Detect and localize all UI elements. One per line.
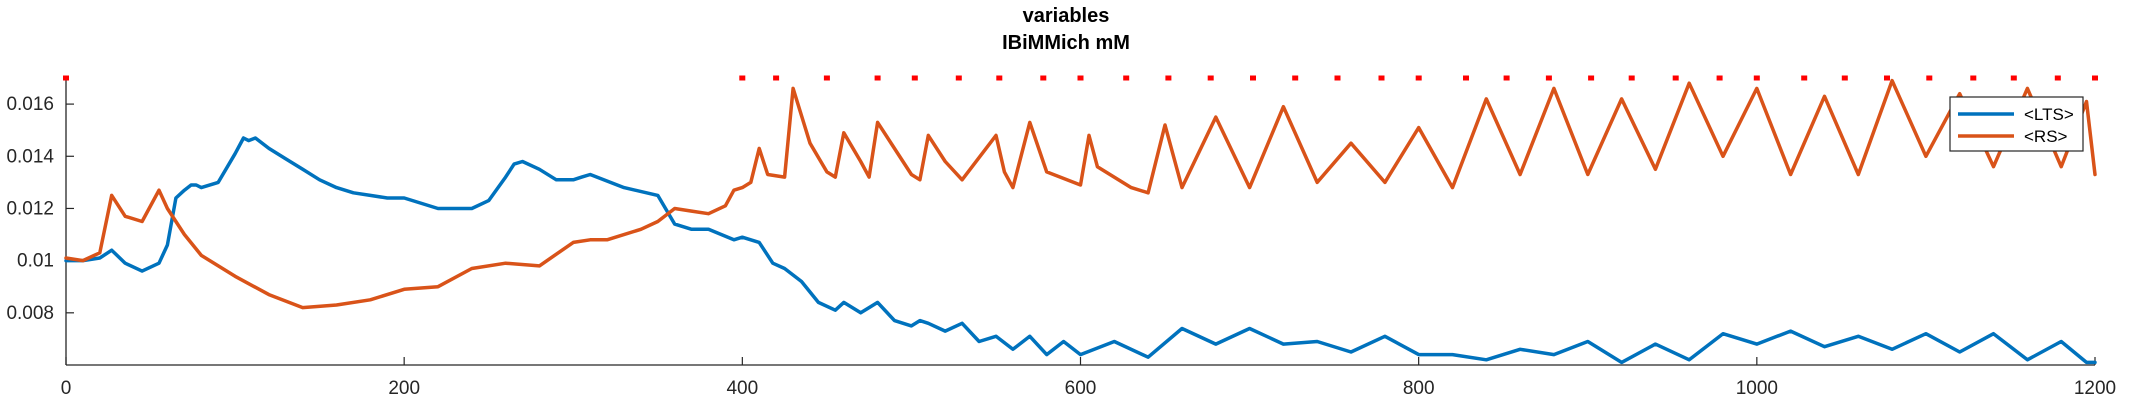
event-marker <box>1207 75 1214 81</box>
event-marker <box>1970 75 1977 81</box>
series-line-rs <box>64 78 2097 310</box>
y-tick-label: 0.01 <box>17 251 54 272</box>
legend: <LTS> <RS> <box>1949 96 2084 152</box>
event-marker <box>996 75 1003 81</box>
series-line-lts <box>64 136 2097 365</box>
event-marker <box>823 75 830 81</box>
event-marker <box>63 75 69 81</box>
plot-axes: 0 200 400 600 800 1000 1200 0.008 0.01 0.012 0.014… <box>6 78 2116 399</box>
event-marker <box>1672 75 1679 81</box>
event-marker <box>2010 75 2017 81</box>
event-marker <box>1801 75 1808 81</box>
event-marker <box>1165 75 1172 81</box>
event-marker <box>1716 75 1723 81</box>
legend-box <box>1949 96 2084 152</box>
event-marker <box>1463 75 1469 81</box>
event-marker <box>1123 75 1130 81</box>
event-marker <box>1545 75 1552 81</box>
event-marker <box>1250 75 1256 81</box>
chart-title: variables <box>1023 5 1110 27</box>
marker-layer <box>63 75 2098 81</box>
event-marker <box>1841 75 1848 81</box>
event-marker <box>955 75 962 81</box>
event-marker <box>1334 75 1341 81</box>
event-marker <box>1753 75 1760 81</box>
x-tick-label: 800 <box>1403 378 1435 399</box>
event-marker <box>874 75 881 81</box>
event-marker <box>739 75 746 81</box>
event-marker <box>1884 75 1890 81</box>
x-tick-label: 600 <box>1065 378 1097 399</box>
x-tick-label: 1200 <box>2074 378 2116 399</box>
event-marker <box>773 75 780 81</box>
event-marker <box>1378 75 1385 81</box>
y-tick-label: 0.016 <box>6 94 54 115</box>
y-tick-label: 0.008 <box>6 303 54 324</box>
x-tick-label: 1000 <box>1736 378 1778 399</box>
event-marker <box>1588 75 1595 81</box>
event-marker <box>1077 75 1084 81</box>
chart-subtitle: IBiMMich mM <box>1002 32 1130 54</box>
event-marker <box>1503 75 1510 81</box>
legend-label-lts: <LTS> <box>2024 105 2074 124</box>
x-tick-label: 200 <box>388 378 420 399</box>
event-marker <box>1628 75 1635 81</box>
event-marker <box>2092 75 2098 81</box>
event-marker <box>1040 75 1047 81</box>
event-marker <box>1415 75 1422 81</box>
y-tick-label: 0.012 <box>6 198 54 219</box>
x-tick-label: 0 <box>61 378 72 399</box>
y-tick-label: 0.014 <box>6 146 54 167</box>
series-layer <box>64 78 2097 365</box>
event-marker <box>1926 75 1933 81</box>
event-marker <box>2054 75 2061 81</box>
event-marker <box>1292 75 1299 81</box>
x-tick-label: 400 <box>726 378 758 399</box>
event-marker <box>911 75 918 81</box>
legend-label-rs: <RS> <box>2024 127 2068 146</box>
